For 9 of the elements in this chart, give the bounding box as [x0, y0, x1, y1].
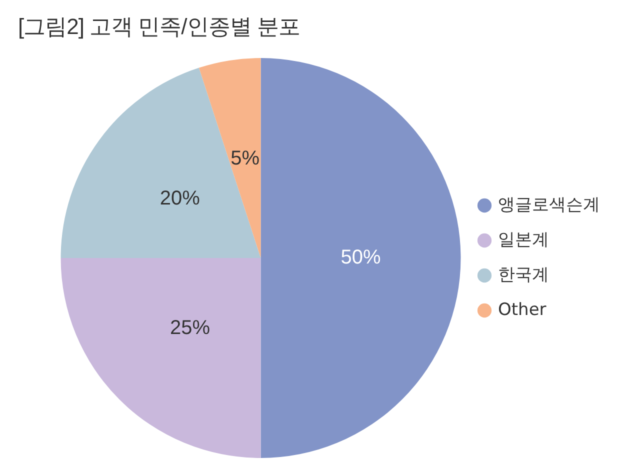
data-label: 25% — [170, 317, 210, 340]
data-label: 5% — [230, 148, 260, 170]
chart-title: [그림2] 고객 민족/인종별 분포 — [18, 13, 300, 41]
legend-label: 앵글로색슨계 — [498, 194, 600, 215]
legend-label: 한국계 — [498, 264, 549, 285]
legend-label: 일본계 — [498, 230, 549, 250]
data-label: 20% — [160, 188, 200, 210]
legend-label: Other — [498, 300, 546, 320]
data-label: 50% — [340, 246, 381, 269]
